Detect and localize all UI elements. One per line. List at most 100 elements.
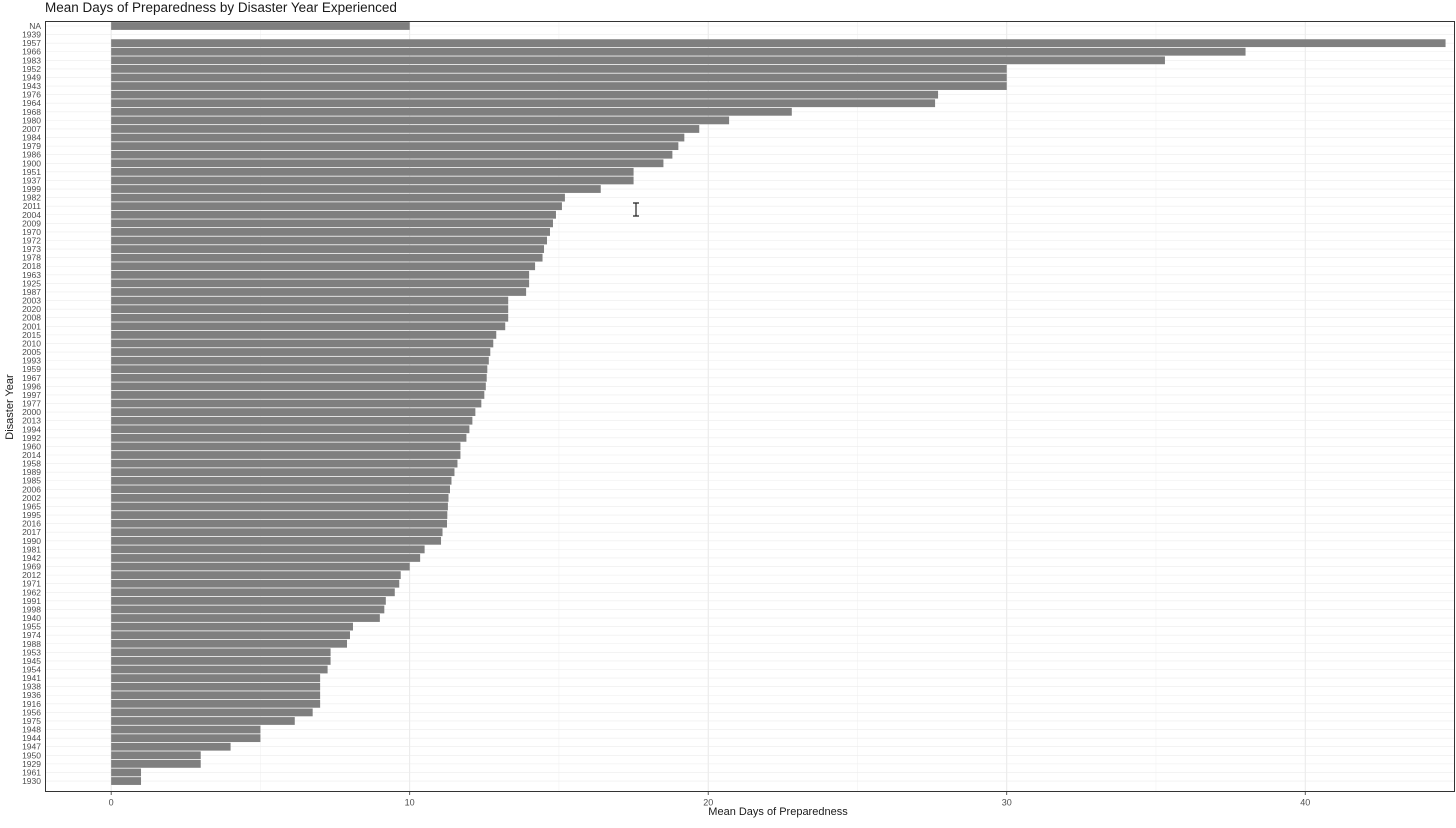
y-tick-label: 1916 [22,699,41,709]
bar-1941 [111,674,321,682]
y-tick-label: 2016 [22,519,41,529]
bar-1973 [111,245,545,253]
bar-1982 [111,193,565,202]
bar-1930 [111,777,142,785]
bar-1985 [111,476,452,485]
bar-1962 [111,588,395,597]
y-tick-label: 1942 [22,553,41,563]
bar-1949 [111,73,1007,82]
bar-1984 [111,133,685,142]
y-tick-label: 1925 [22,278,41,288]
y-tick-label: 1984 [22,133,41,143]
y-tick-label: 2011 [23,201,42,211]
bar-1950 [111,751,201,760]
y-tick-label: 1983 [22,55,41,65]
bar-1972 [111,236,548,245]
bar-1953 [111,648,331,657]
bar-1916 [111,699,321,708]
y-tick-label: 1939 [22,30,41,40]
bar-1992 [111,433,467,442]
bar-1995 [111,511,448,519]
bar-1956 [111,708,313,717]
y-tick-label: 2004 [22,210,41,220]
bar-2010 [111,339,494,348]
y-tick-label: 1998 [22,604,41,614]
bar-2018 [111,262,536,271]
bar-2008 [111,313,509,322]
bar-1987 [111,288,527,296]
bar-1964 [111,99,936,108]
bar-1979 [111,142,679,151]
y-tick-label: 1974 [22,630,41,640]
y-tick-label: 1965 [22,501,41,511]
y-tick-label: 1987 [22,287,41,297]
y-tick-label: 1973 [22,244,41,254]
bar-1997 [111,391,485,399]
y-tick-label: 1975 [22,716,41,726]
panel-border [45,21,1455,792]
bar-2002 [111,494,449,502]
y-tick-label: 1981 [22,544,41,554]
y-tick-label: 1949 [22,72,41,82]
y-tick-label: 2015 [22,330,41,340]
bar-2011 [111,202,562,211]
bar-1968 [111,107,792,116]
y-tick-label: 2012 [22,570,41,580]
y-tick-label: 1989 [22,467,41,477]
bar-2007 [111,125,700,133]
y-tick-label: 1960 [22,441,41,451]
bar-1989 [111,468,455,477]
bar-1944 [111,734,261,743]
y-tick-label: 1952 [22,64,41,74]
y-tick-label: 2009 [22,218,41,228]
bar-1996 [111,382,486,391]
y-tick-label: 1991 [22,596,41,606]
bar-1963 [111,270,530,279]
bar-1993 [111,356,489,365]
bar-1986 [111,150,673,159]
bar-1980 [111,116,730,125]
y-tick-label: 1937 [22,175,41,185]
y-tick-label: 1930 [22,776,41,786]
text-cursor-icon [633,202,639,217]
y-tick-label: 1967 [22,373,41,383]
y-tick-label: 1980 [22,115,41,125]
bar-2003 [111,296,509,305]
bar-1981 [111,545,425,554]
y-tick-label: 2018 [22,261,41,271]
y-tick-label: 2014 [22,450,41,460]
bar-1936 [111,691,321,700]
bar-1925 [111,279,530,288]
bar-2006 [111,485,450,494]
bar-1969 [111,562,410,571]
y-tick-label: 2007 [22,124,41,134]
bar-1998 [111,605,385,614]
y-axis-title: Disaster Year [4,374,16,440]
x-tick-label: 40 [1300,798,1310,808]
y-tick-label: 1997 [22,390,41,400]
y-tick-label: 1951 [22,167,41,177]
y-tick-label: 2017 [22,527,41,537]
y-tick-label: 1990 [22,536,41,546]
bar-2015 [111,330,497,339]
bar-1965 [111,502,448,511]
y-tick-label: 1986 [22,150,41,160]
y-tick-label: 1954 [22,665,41,675]
y-tick-label: 1995 [22,510,41,520]
y-tick-label: 1963 [22,270,41,280]
bar-1977 [111,399,482,408]
y-tick-label: 1979 [22,141,41,151]
bar-1940 [111,614,380,622]
y-tick-label: 2020 [22,304,41,314]
bar-1942 [111,554,421,562]
bar-2001 [111,322,506,331]
bar-2016 [111,519,448,528]
y-axis-ticks: NA19391957196619831952194919431976196419… [22,21,41,786]
y-tick-label: 1958 [22,459,41,469]
bar-1971 [111,579,400,588]
x-tick-label: 30 [1002,798,1012,808]
bar-1929 [111,759,201,768]
y-tick-label: 1992 [22,433,41,443]
x-tick-label: 0 [109,798,114,808]
